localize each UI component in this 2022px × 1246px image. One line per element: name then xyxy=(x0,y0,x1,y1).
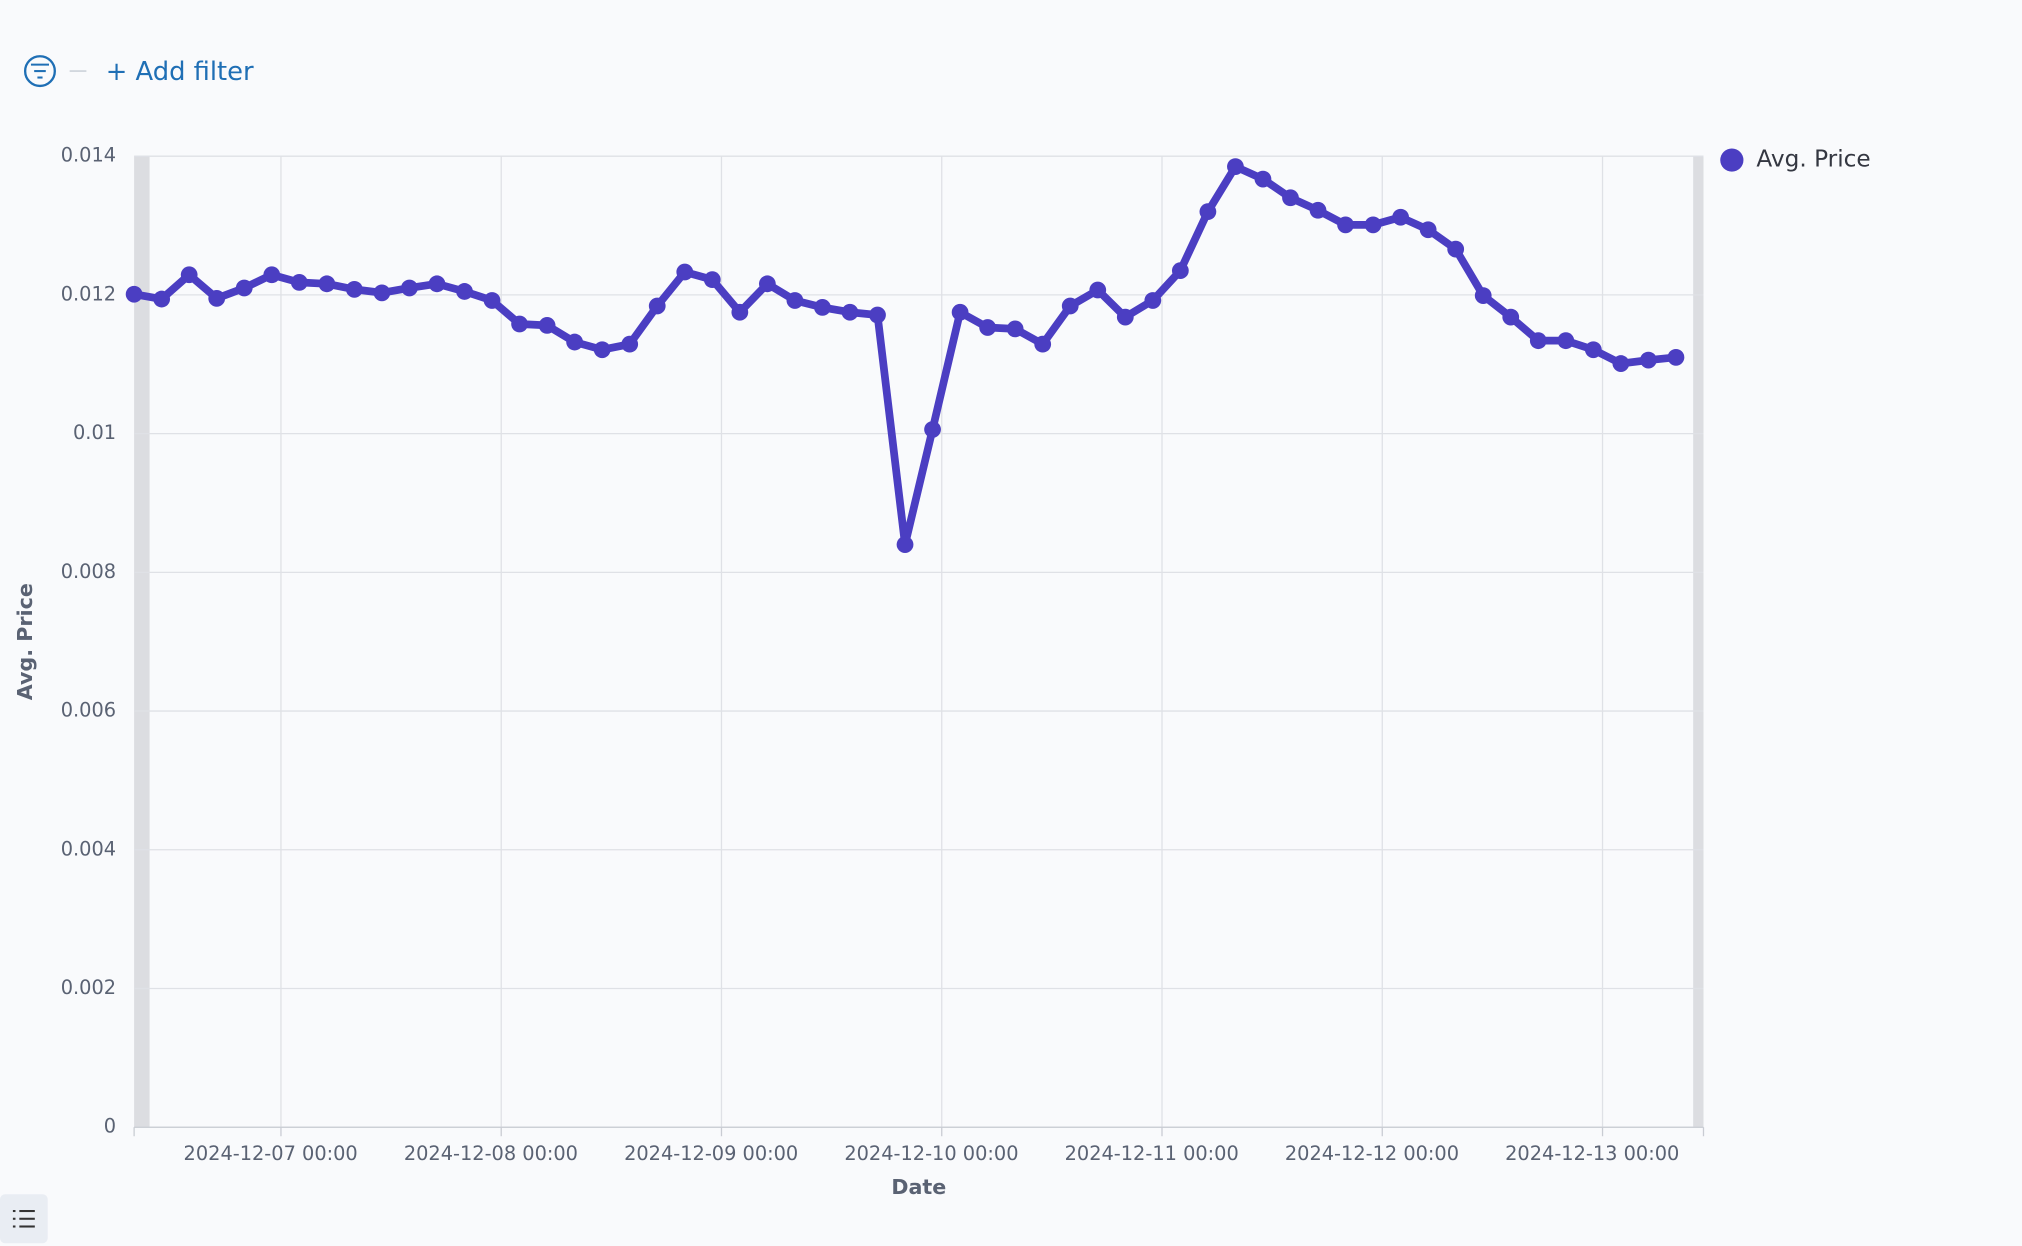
x-tick-label: 2024-12-07 00:00 xyxy=(184,1142,358,1165)
y-tick-label: 0.01 xyxy=(73,421,116,444)
legend-marker xyxy=(1720,148,1744,172)
y-tick-label: 0.012 xyxy=(61,282,116,305)
legend-label: Avg. Price xyxy=(1756,146,1870,173)
x-tick-label: 2024-12-12 00:00 xyxy=(1285,1142,1459,1165)
filter-icon[interactable] xyxy=(23,55,56,88)
data-point xyxy=(979,319,997,336)
data-point xyxy=(1557,332,1575,350)
data-point xyxy=(1584,341,1602,359)
edge-band xyxy=(1693,156,1704,1128)
data-point xyxy=(731,303,749,321)
y-tick-label: 0.014 xyxy=(61,144,116,167)
data-point xyxy=(703,271,721,289)
y-tick-label: 0.002 xyxy=(61,976,116,999)
data-point xyxy=(1034,335,1052,353)
data-point xyxy=(869,306,886,324)
x-axis-title: Date xyxy=(891,1175,946,1199)
x-tick-label: 2024-12-13 00:00 xyxy=(1505,1142,1679,1165)
data-point xyxy=(511,315,528,333)
y-tick-label: 0 xyxy=(104,1115,116,1138)
data-point xyxy=(1254,170,1272,188)
data-point xyxy=(924,421,941,438)
data-point xyxy=(1282,189,1299,207)
data-point xyxy=(125,285,143,303)
filter-icon-circle xyxy=(23,55,56,88)
data-point xyxy=(1199,203,1217,221)
list-button[interactable] xyxy=(0,1194,48,1244)
data-point xyxy=(290,274,308,291)
data-point xyxy=(1309,201,1327,219)
data-point xyxy=(373,284,391,302)
data-point xyxy=(538,317,556,334)
y-tick-label: 0.006 xyxy=(61,699,116,722)
data-point xyxy=(483,292,501,309)
data-point xyxy=(401,279,418,297)
data-point xyxy=(1364,216,1382,234)
x-tick-label: 2024-12-11 00:00 xyxy=(1065,1142,1239,1165)
data-point xyxy=(951,303,969,321)
data-point xyxy=(1337,216,1354,234)
data-point xyxy=(428,275,446,293)
data-point xyxy=(814,299,831,316)
data-point xyxy=(1419,221,1437,239)
x-tick-label: 2024-12-08 00:00 xyxy=(404,1142,578,1165)
data-point xyxy=(621,335,639,353)
data-point xyxy=(1529,332,1547,350)
data-point xyxy=(153,290,171,308)
add-filter[interactable]: + Add filter xyxy=(106,57,254,87)
data-point xyxy=(676,263,694,281)
data-point xyxy=(1640,351,1657,369)
data-point xyxy=(1171,262,1189,280)
plot: 0 0.002 0.004 0.006 0.008 0.01 0.012 0.014 2024-… xyxy=(13,144,1871,1199)
data-point xyxy=(648,297,666,315)
data-point xyxy=(896,536,914,553)
y-tick-label: 0.004 xyxy=(61,837,116,860)
data-point xyxy=(1612,355,1630,372)
data-point xyxy=(566,333,584,351)
data-point xyxy=(345,280,363,298)
data-point xyxy=(1116,308,1134,326)
data-point xyxy=(1502,308,1520,326)
list-icon xyxy=(12,1209,35,1228)
data-point xyxy=(758,275,776,293)
data-point xyxy=(841,303,859,321)
data-point xyxy=(1144,292,1162,309)
data-point xyxy=(263,266,281,284)
x-tick-label: 2024-12-10 00:00 xyxy=(844,1142,1018,1165)
data-point xyxy=(1447,240,1465,258)
edge-band xyxy=(134,156,150,1128)
data-point xyxy=(1392,208,1410,226)
data-point xyxy=(593,341,611,359)
data-point xyxy=(1061,297,1079,315)
data-point xyxy=(235,279,253,297)
y-tick-label: 0.008 xyxy=(61,560,116,583)
data-point xyxy=(1006,320,1024,338)
data-point xyxy=(208,289,226,307)
x-tick-label: 2024-12-09 00:00 xyxy=(624,1142,798,1165)
data-point xyxy=(180,266,198,284)
data-point xyxy=(1089,281,1107,299)
data-point xyxy=(456,283,473,300)
data-point xyxy=(318,275,336,293)
data-point xyxy=(786,292,804,309)
data-point xyxy=(1474,287,1492,304)
data-point xyxy=(1227,158,1244,175)
data-point xyxy=(1667,348,1685,366)
y-axis-title: Avg. Price xyxy=(13,583,37,700)
